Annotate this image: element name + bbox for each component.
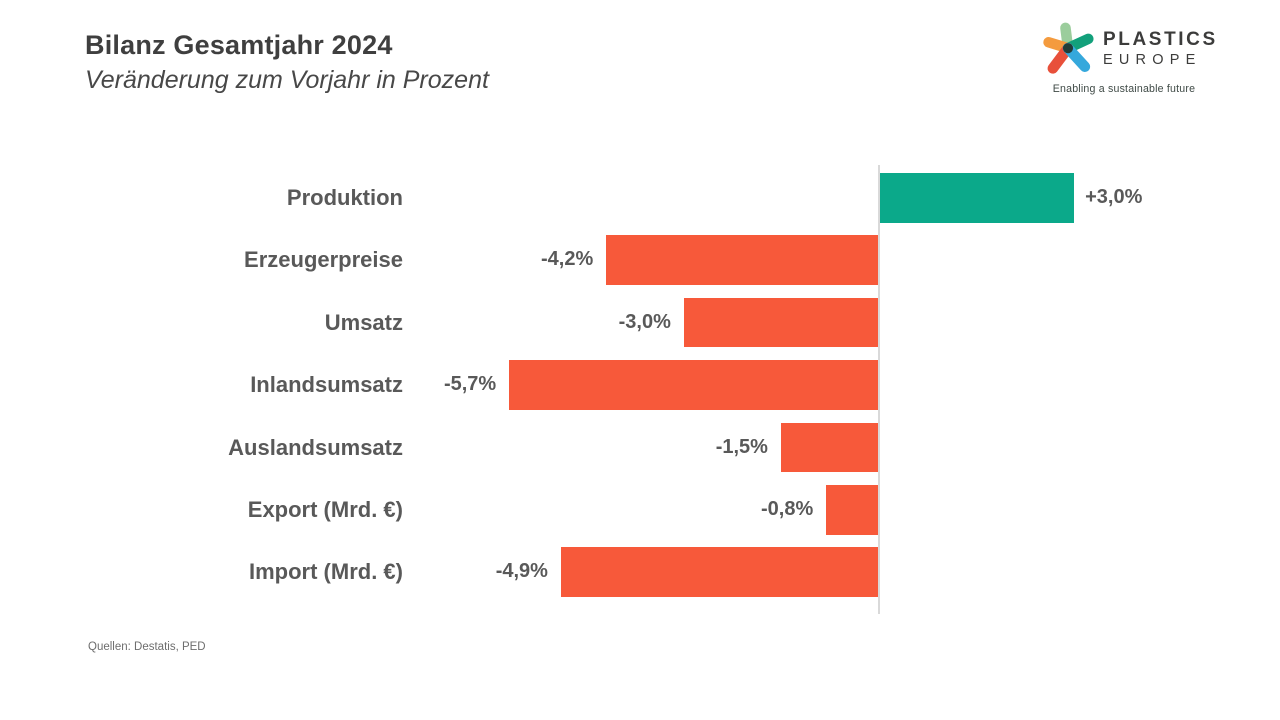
chart: Produktion +3,0% Erzeugerpreise -4,2% Umsatz… [0, 160, 1280, 630]
value-label: -0,8% [760, 498, 814, 520]
logo-row: PLASTICS EUROPE [1041, 20, 1215, 78]
value-label: +3,0% [1085, 186, 1143, 208]
category-label: Inlandsumsatz [250, 372, 403, 398]
category-label: Import (Mrd. €) [249, 559, 403, 585]
bar-negative [683, 297, 878, 348]
value-label: -4,2% [541, 248, 594, 271]
bar-negative [780, 422, 878, 473]
value-label: -4,9% [495, 560, 548, 583]
logo-wordmark-line2: EUROPE [1103, 52, 1202, 68]
logo-tagline: Enabling a sustainable future [1052, 83, 1196, 95]
bar-negative [560, 547, 878, 597]
source-note: Quellen: Destatis, PED [88, 641, 206, 653]
plastics-europe-logo: PLASTICS EUROPE Enabling a sustainable f… [1041, 20, 1215, 95]
zero-axis-line [878, 165, 880, 614]
category-label: Auslandsumsatz [228, 434, 403, 460]
category-label: Produktion [286, 185, 403, 210]
bar-negative [826, 485, 878, 535]
star-logo-icon [1043, 22, 1094, 74]
value-label: -3,0% [618, 310, 671, 333]
category-label: Export (Mrd. €) [247, 497, 403, 522]
header: Bilanz Gesamtjahr 2024 Veränderung zum V… [85, 30, 489, 95]
logo-wordmark: PLASTICS EUROPE [1103, 29, 1218, 69]
page-title: Bilanz Gesamtjahr 2024 [85, 30, 393, 60]
bar-positive [879, 173, 1074, 223]
logo-wordmark-line1: PLASTICS [1103, 29, 1218, 50]
page-subtitle: Veränderung zum Vorjahr in Prozent [85, 66, 489, 94]
category-label: Erzeugerpreise [244, 247, 403, 273]
value-label: -1,5% [715, 435, 768, 458]
category-label: Umsatz [324, 309, 403, 335]
value-label: -5,7% [443, 373, 497, 396]
bar-negative [509, 360, 878, 410]
bar-negative [606, 235, 878, 285]
